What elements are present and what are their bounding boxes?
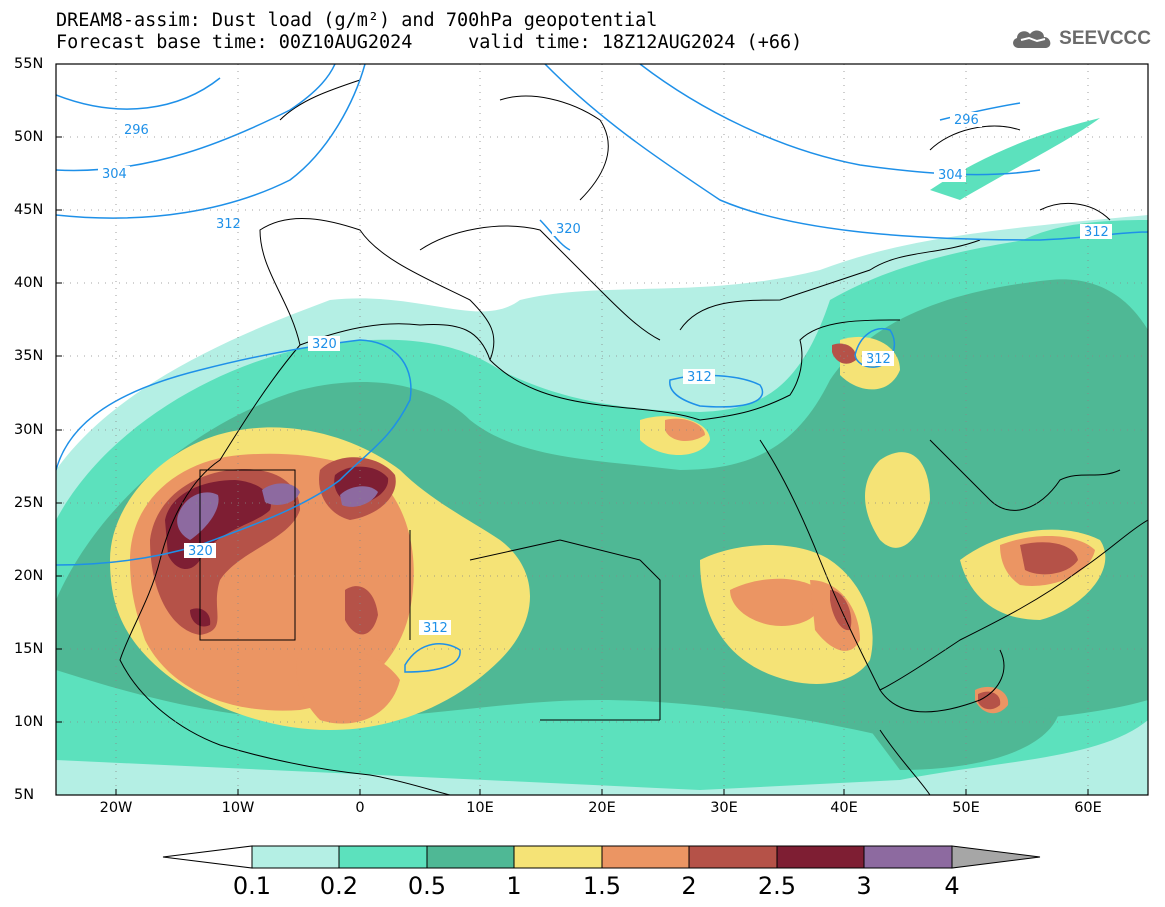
geopotential-contours	[56, 64, 1148, 673]
title-line-2: Forecast base time: 00Z10AUG2024 valid t…	[56, 32, 803, 53]
colorbar-segment	[513, 845, 603, 869]
lon-label: 20W	[99, 800, 133, 816]
seevccc-logo: SEEVCCC	[1009, 26, 1151, 52]
lat-label: 55N	[14, 56, 44, 72]
axis-ticks	[56, 136, 1089, 795]
colorbar-label: 0.5	[407, 872, 447, 900]
contour-label: 304	[102, 167, 127, 182]
contour-label: 312	[687, 370, 712, 385]
colorbar	[162, 845, 1041, 869]
lon-label: 20E	[588, 800, 616, 816]
lat-label: 15N	[14, 641, 44, 657]
colorbar-segment	[688, 845, 778, 869]
lat-label: 40N	[14, 275, 44, 291]
contour-label: 312	[1084, 225, 1109, 240]
title-block: DREAM8-assim: Dust load (g/m²) and 700hP…	[56, 10, 802, 54]
lon-label: 60E	[1074, 800, 1102, 816]
lon-label: 0	[355, 800, 365, 816]
colorbar-label: 4	[944, 872, 960, 900]
lat-label: 20N	[14, 568, 44, 584]
colorbar-label: 1.5	[582, 872, 622, 900]
lat-label: 30N	[14, 422, 44, 438]
contour-label: 312	[216, 217, 241, 232]
colorbar-under-triangle	[162, 845, 253, 869]
colorbar-segment	[776, 845, 865, 869]
colorbar-over-triangle	[951, 845, 1041, 869]
contour-labels: 296 304 312 320 296 304 312 312 312 320 …	[98, 112, 1112, 636]
lon-label: 10E	[466, 800, 494, 816]
lon-label: 10W	[221, 800, 255, 816]
lat-label: 25N	[14, 495, 44, 511]
contour-label: 304	[938, 168, 963, 183]
lat-label: 35N	[14, 348, 44, 364]
colorbar-segment	[601, 845, 690, 869]
logo-text: SEEVCCC	[1059, 28, 1151, 49]
contour-label: 320	[188, 544, 213, 559]
title-line-1: DREAM8-assim: Dust load (g/m²) and 700hP…	[56, 10, 658, 31]
contour-label: 320	[312, 337, 337, 352]
cloud-icon	[1013, 30, 1051, 48]
lon-label: 30E	[710, 800, 738, 816]
lat-label: 10N	[14, 714, 44, 730]
lon-label: 40E	[830, 800, 858, 816]
lat-label: 45N	[14, 202, 44, 218]
colorbar-label: 0.1	[232, 872, 272, 900]
contour-label: 312	[423, 621, 448, 636]
colorbar-label: 2.5	[757, 872, 797, 900]
gridlines	[56, 64, 1148, 795]
contour-label: 320	[556, 222, 581, 237]
colorbar-label: 1	[506, 872, 522, 900]
colorbar-segment	[863, 845, 953, 869]
colorbar-segment	[251, 845, 340, 869]
contour-label: 312	[866, 352, 891, 367]
colorbar-label: 3	[856, 872, 872, 900]
colorbar-segment	[426, 845, 515, 869]
colorbar-label: 0.2	[319, 872, 359, 900]
lat-label: 50N	[14, 129, 44, 145]
lon-label: 50E	[952, 800, 980, 816]
colorbar-label: 2	[681, 872, 697, 900]
contour-label: 296	[124, 123, 149, 138]
contour-label: 296	[954, 113, 979, 128]
colorbar-segment	[338, 845, 428, 869]
lat-label: 5N	[14, 787, 35, 803]
coastlines	[119, 79, 1148, 795]
